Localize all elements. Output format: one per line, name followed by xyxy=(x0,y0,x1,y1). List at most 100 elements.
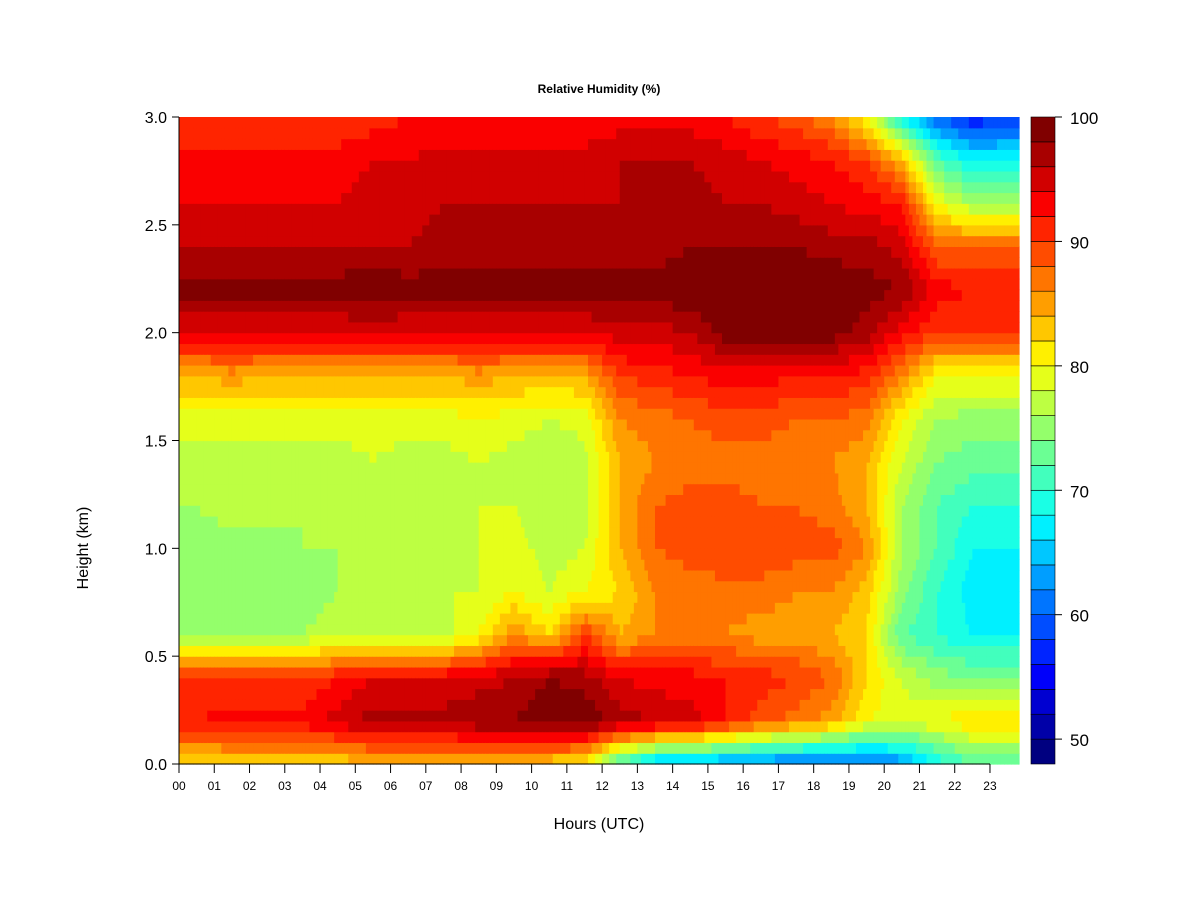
heatmap-cell xyxy=(242,526,247,539)
heatmap-cell xyxy=(217,559,222,571)
heatmap-cell xyxy=(429,257,434,269)
heatmap-cell xyxy=(291,332,296,345)
heatmap-cell xyxy=(256,365,261,377)
heatmap-cell xyxy=(207,321,212,334)
heatmap-cell xyxy=(457,117,462,129)
heatmap-cell xyxy=(365,753,371,765)
heatmap-cell xyxy=(288,569,293,582)
heatmap-cell xyxy=(267,235,272,247)
heatmap-cell xyxy=(425,397,430,409)
heatmap-cell xyxy=(355,515,360,528)
heatmap-cell xyxy=(284,235,289,247)
heatmap-cell xyxy=(203,462,208,474)
heatmap-cell xyxy=(464,753,469,765)
heatmap-cell xyxy=(446,731,452,744)
heatmap-cell xyxy=(274,311,279,323)
heatmap-cell xyxy=(425,666,430,679)
heatmap-cell xyxy=(415,127,420,140)
heatmap-cell xyxy=(305,311,311,323)
heatmap-cell xyxy=(189,688,194,700)
heatmap-cell xyxy=(436,569,441,582)
heatmap-cell xyxy=(397,192,402,204)
heatmap-cell xyxy=(439,580,445,593)
heatmap-cell xyxy=(415,742,420,754)
heatmap-cell xyxy=(330,613,335,625)
heatmap-cell xyxy=(401,257,406,269)
heatmap-cell xyxy=(305,418,311,431)
heatmap-cell xyxy=(369,343,374,355)
heatmap-cell xyxy=(323,515,328,528)
heatmap-cell xyxy=(295,666,300,679)
heatmap-cell xyxy=(267,537,272,549)
heatmap-cell xyxy=(450,656,455,668)
heatmap-cell xyxy=(214,160,219,172)
heatmap-cell xyxy=(193,160,198,172)
heatmap-cell xyxy=(179,451,184,463)
heatmap-cell xyxy=(245,408,251,420)
heatmap-cell xyxy=(341,214,346,226)
heatmap-cell xyxy=(305,623,311,636)
heatmap-cell xyxy=(260,505,265,517)
heatmap-cell xyxy=(390,505,395,517)
heatmap-cell xyxy=(298,408,304,420)
heatmap-cell xyxy=(341,278,346,291)
heatmap-cell xyxy=(316,214,321,226)
heatmap-cell xyxy=(179,343,184,355)
heatmap-cell xyxy=(196,321,201,334)
heatmap-cell xyxy=(439,149,445,161)
heatmap-cell xyxy=(408,537,413,549)
heatmap-cell xyxy=(284,386,289,398)
heatmap-cell xyxy=(351,580,356,593)
heatmap-cell xyxy=(235,214,240,226)
heatmap-cell xyxy=(446,505,452,517)
heatmap-cell xyxy=(327,742,332,754)
heatmap-cell xyxy=(242,731,247,744)
heatmap-cell xyxy=(422,397,427,409)
chart-title: Relative Humidity (%) xyxy=(538,82,661,96)
heatmap-cell xyxy=(432,278,437,291)
heatmap-cell xyxy=(330,537,335,549)
heatmap-cell xyxy=(327,224,332,237)
heatmap-cell xyxy=(274,569,279,582)
heatmap-cell xyxy=(464,397,469,409)
heatmap-cell xyxy=(288,602,293,614)
heatmap-cell xyxy=(383,742,388,754)
heatmap-cell xyxy=(207,462,212,474)
heatmap-cell xyxy=(320,343,325,355)
heatmap-cell xyxy=(200,386,205,398)
heatmap-cell xyxy=(365,257,371,269)
heatmap-cell xyxy=(443,138,448,150)
heatmap-cell xyxy=(344,720,349,733)
heatmap-cell xyxy=(330,224,335,237)
heatmap-cell xyxy=(362,753,367,765)
heatmap-cell xyxy=(415,321,420,334)
heatmap-cell xyxy=(411,753,416,765)
heatmap-cell xyxy=(446,472,452,485)
heatmap-cell xyxy=(221,192,226,204)
heatmap-cell xyxy=(383,149,388,161)
heatmap-cell xyxy=(288,483,293,496)
heatmap-cell xyxy=(203,397,208,409)
heatmap-cell xyxy=(267,656,272,668)
heatmap-cell xyxy=(291,623,296,636)
heatmap-cell xyxy=(376,332,381,345)
heatmap-cell xyxy=(390,181,395,194)
heatmap-cell xyxy=(277,494,282,506)
heatmap-cell xyxy=(372,224,378,237)
heatmap-cell xyxy=(295,332,300,345)
heatmap-cell xyxy=(228,354,233,366)
heatmap-cell xyxy=(418,537,423,549)
heatmap-cell xyxy=(415,559,420,571)
heatmap-cell xyxy=(217,645,222,657)
heatmap-cell xyxy=(210,375,215,388)
heatmap-cell xyxy=(189,246,194,258)
heatmap-cell xyxy=(454,656,459,668)
heatmap-cell xyxy=(341,192,346,204)
heatmap-cell xyxy=(341,246,346,258)
heatmap-cell xyxy=(450,181,455,194)
heatmap-cell xyxy=(221,526,226,539)
heatmap-cell xyxy=(369,397,374,409)
heatmap-cell xyxy=(316,526,321,539)
heatmap-cell xyxy=(281,418,286,431)
heatmap-cell xyxy=(425,127,430,140)
